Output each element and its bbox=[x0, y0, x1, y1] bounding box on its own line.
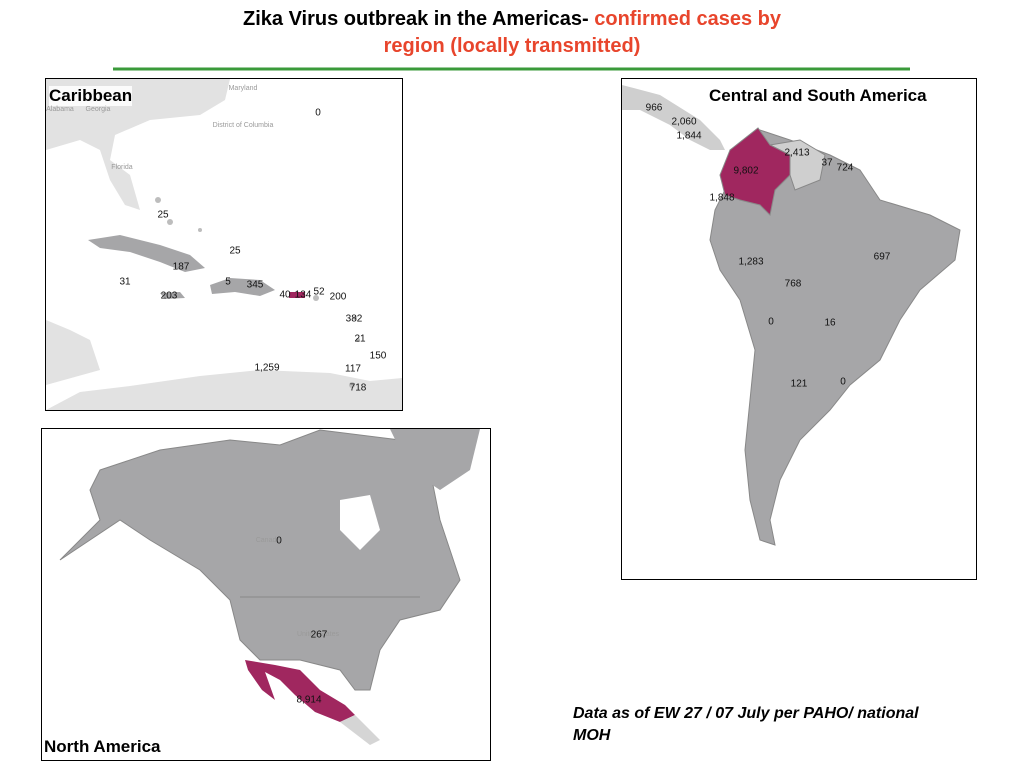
case-count-label: 2,060 bbox=[671, 116, 697, 128]
basemap-label: Alabama bbox=[46, 106, 74, 113]
case-count-label: 0 bbox=[315, 107, 321, 119]
case-count-label: 0 bbox=[840, 376, 846, 388]
footnote: Data as of EW 27 / 07 July per PAHO/ nat… bbox=[573, 705, 919, 744]
case-count-label: 697 bbox=[873, 251, 891, 263]
title-text: Zika Virus outbreak in the Americas- bbox=[243, 8, 589, 30]
case-count-label: 25 bbox=[229, 245, 241, 257]
case-count-label: 768 bbox=[784, 278, 802, 290]
title-highlight: region (locally transmitted) bbox=[383, 35, 641, 57]
case-count-label: 718 bbox=[349, 382, 367, 394]
case-count-label: 31 bbox=[119, 276, 131, 288]
case-count-label: 117 bbox=[345, 363, 361, 375]
case-count-label: 382 bbox=[345, 313, 363, 325]
north-america-map bbox=[59, 429, 480, 745]
case-count-label: 5 bbox=[225, 276, 231, 288]
panel-title: Central and South America bbox=[709, 86, 927, 106]
case-count-label: 200 bbox=[329, 291, 347, 303]
case-count-label: 150 bbox=[369, 350, 387, 362]
panel-border bbox=[41, 428, 491, 761]
case-count-label: 267 bbox=[310, 629, 328, 641]
case-count-label: 724 bbox=[836, 162, 854, 174]
panel-title: Caribbean bbox=[49, 86, 133, 106]
case-count-label: 1,848 bbox=[709, 192, 735, 204]
basemap-label: Canada bbox=[255, 537, 281, 544]
case-count-label: 25 bbox=[157, 209, 169, 221]
case-count-label: 52 bbox=[313, 286, 325, 298]
case-count-label: 121 bbox=[790, 378, 808, 390]
case-count-label: 21 bbox=[354, 333, 366, 345]
basemap-label: Florida bbox=[111, 164, 133, 171]
slide-title: Zika Virus outbreak in the Americas- con… bbox=[0, 6, 1024, 60]
case-count-label: 1,259 bbox=[254, 362, 280, 374]
case-count-label: 0 bbox=[768, 316, 774, 328]
case-count-label: 966 bbox=[645, 102, 663, 114]
title-highlight: confirmed cases by bbox=[594, 8, 781, 30]
case-count-label: 1,844 bbox=[676, 130, 702, 142]
case-count-label: 8,914 bbox=[296, 694, 322, 706]
basemap-label: Maryland bbox=[228, 85, 258, 92]
case-count-label: 37 bbox=[821, 157, 833, 169]
case-count-label: 2,413 bbox=[784, 147, 810, 159]
panel-border bbox=[45, 78, 403, 411]
case-count-label: 187 bbox=[172, 261, 190, 273]
basemap-label: United States bbox=[296, 631, 340, 638]
case-count-label: 134 bbox=[294, 289, 312, 301]
south-america-map bbox=[622, 85, 961, 546]
case-count-label: 203 bbox=[160, 290, 178, 302]
case-count-label: 0 bbox=[276, 535, 282, 547]
panel-title: North America bbox=[44, 737, 161, 757]
case-count-label: 40 bbox=[279, 289, 291, 301]
basemap-label: District of Columbia bbox=[212, 122, 274, 129]
case-count-label: 16 bbox=[824, 317, 836, 329]
basemap-label: Georgia bbox=[85, 106, 111, 113]
caribbean-map bbox=[46, 79, 402, 410]
case-count-label: 345 bbox=[246, 279, 264, 291]
case-count-label: 1,283 bbox=[738, 256, 764, 268]
case-count-label: 9,802 bbox=[733, 165, 759, 177]
panel-border bbox=[621, 78, 977, 580]
